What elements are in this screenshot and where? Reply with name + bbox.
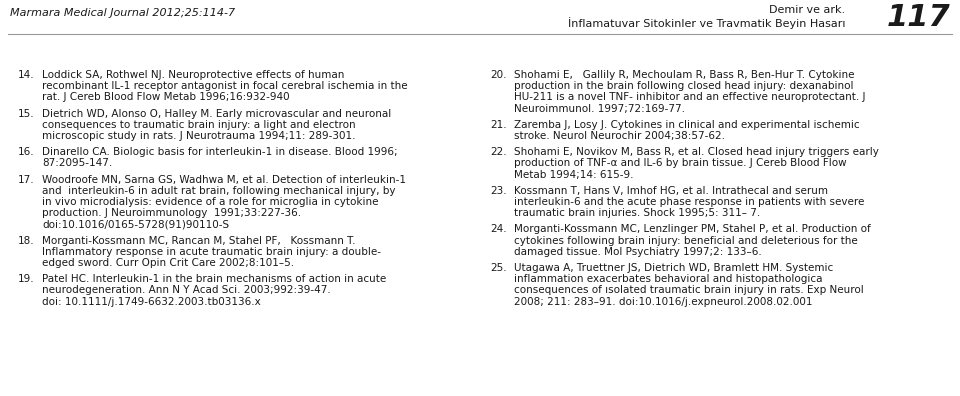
Text: traumatic brain injuries. Shock 1995;5: 311– 7.: traumatic brain injuries. Shock 1995;5: … bbox=[514, 208, 760, 218]
Text: 18.: 18. bbox=[18, 236, 35, 246]
Text: Marmara Medical Journal 2012;25:114-7: Marmara Medical Journal 2012;25:114-7 bbox=[10, 8, 235, 18]
Text: production. J Neuroimmunology  1991;33:227-36.: production. J Neuroimmunology 1991;33:22… bbox=[42, 208, 301, 218]
Text: cytokines following brain injury: beneficial and deleterious for the: cytokines following brain injury: benefi… bbox=[514, 236, 857, 246]
Text: 20.: 20. bbox=[490, 70, 507, 80]
Text: 19.: 19. bbox=[18, 274, 35, 284]
Text: production in the brain following closed head injury: dexanabinol: production in the brain following closed… bbox=[514, 81, 853, 91]
Text: 16.: 16. bbox=[18, 147, 35, 157]
Text: Neuroimmunol. 1997;72:169-77.: Neuroimmunol. 1997;72:169-77. bbox=[514, 104, 685, 114]
Text: Patel HC. Interleukin-1 in the brain mechanisms of action in acute: Patel HC. Interleukin-1 in the brain mec… bbox=[42, 274, 386, 284]
Text: Demir ve ark.: Demir ve ark. bbox=[769, 5, 845, 15]
Text: consequences of ısolated traumatic brain injury in rats. Exp Neurol: consequences of ısolated traumatic brain… bbox=[514, 286, 864, 295]
Text: Inflammatory response in acute traumatic brain injury: a double-: Inflammatory response in acute traumatic… bbox=[42, 247, 381, 257]
Text: 2008; 211: 283–91. doi:10.1016/j.expneurol.2008.02.001: 2008; 211: 283–91. doi:10.1016/j.expneur… bbox=[514, 297, 812, 307]
Text: consequences to traumatic brain injury: a light and electron: consequences to traumatic brain injury: … bbox=[42, 120, 355, 130]
Text: 15.: 15. bbox=[18, 109, 35, 118]
Text: Loddick SA, Rothwel NJ. Neuroprotective effects of human: Loddick SA, Rothwel NJ. Neuroprotective … bbox=[42, 70, 345, 80]
Text: Morganti-Kossmann MC, Rancan M, Stahel PF,   Kossmann T.: Morganti-Kossmann MC, Rancan M, Stahel P… bbox=[42, 236, 355, 246]
Text: inflammation exacerbates behavioral and histopathologica: inflammation exacerbates behavioral and … bbox=[514, 274, 823, 284]
Text: 23.: 23. bbox=[490, 186, 507, 196]
Text: Zaremba J, Losy J. Cytokines in clinical and experimental ischemic: Zaremba J, Losy J. Cytokines in clinical… bbox=[514, 120, 859, 130]
Text: 25.: 25. bbox=[490, 263, 507, 273]
Text: doi:10.1016/0165-5728(91)90110-S: doi:10.1016/0165-5728(91)90110-S bbox=[42, 219, 229, 229]
Text: in vivo microdialysis: evidence of a role for microglia in cytokine: in vivo microdialysis: evidence of a rol… bbox=[42, 197, 378, 207]
Text: HU-211 is a novel TNF- inhibitor and an effective neuroprotectant. J: HU-211 is a novel TNF- inhibitor and an … bbox=[514, 92, 866, 103]
Text: neurodegeneration. Ann N Y Acad Sci. 2003;992:39-47.: neurodegeneration. Ann N Y Acad Sci. 200… bbox=[42, 286, 331, 295]
Text: Metab 1994;14: 615-9.: Metab 1994;14: 615-9. bbox=[514, 169, 634, 180]
Text: 21.: 21. bbox=[490, 120, 507, 130]
Text: 87:2095-147.: 87:2095-147. bbox=[42, 158, 112, 168]
Text: 24.: 24. bbox=[490, 225, 507, 234]
Text: damaged tissue. Mol Psychiatry 1997;2: 133–6.: damaged tissue. Mol Psychiatry 1997;2: 1… bbox=[514, 247, 761, 257]
Text: doi: 10.1111/j.1749-6632.2003.tb03136.x: doi: 10.1111/j.1749-6632.2003.tb03136.x bbox=[42, 297, 261, 307]
Text: Woodroofe MN, Sarna GS, Wadhwa M, et al. Detection of interleukin-1: Woodroofe MN, Sarna GS, Wadhwa M, et al.… bbox=[42, 175, 406, 185]
Text: Morganti-Kossmann MC, Lenzlinger PM, Stahel P, et al. Production of: Morganti-Kossmann MC, Lenzlinger PM, Sta… bbox=[514, 225, 871, 234]
Text: Utagawa A, Truettner JS, Dietrich WD, Bramlett HM. Systemic: Utagawa A, Truettner JS, Dietrich WD, Br… bbox=[514, 263, 833, 273]
Text: and  interleukin-6 in adult rat brain, following mechanical injury, by: and interleukin-6 in adult rat brain, fo… bbox=[42, 186, 396, 196]
Text: İnflamatuvar Sitokinler ve Travmatik Beyin Hasarı: İnflamatuvar Sitokinler ve Travmatik Bey… bbox=[567, 17, 845, 29]
Text: rat. J Cereb Blood Flow Metab 1996;16:932-940: rat. J Cereb Blood Flow Metab 1996;16:93… bbox=[42, 92, 290, 103]
Text: recombinant IL-1 receptor antagonist in focal cerebral ischemia in the: recombinant IL-1 receptor antagonist in … bbox=[42, 81, 408, 91]
Text: microscopic study in rats. J Neurotrauma 1994;11: 289-301.: microscopic study in rats. J Neurotrauma… bbox=[42, 131, 355, 141]
Text: 14.: 14. bbox=[18, 70, 35, 80]
Text: Dietrich WD, Alonso O, Halley M. Early microvascular and neuronal: Dietrich WD, Alonso O, Halley M. Early m… bbox=[42, 109, 392, 118]
Text: interleukin-6 and the acute phase response in patients with severe: interleukin-6 and the acute phase respon… bbox=[514, 197, 864, 207]
Text: edged sword. Curr Opin Crit Care 2002;8:101–5.: edged sword. Curr Opin Crit Care 2002;8:… bbox=[42, 258, 294, 268]
Text: stroke. Neurol Neurochir 2004;38:57-62.: stroke. Neurol Neurochir 2004;38:57-62. bbox=[514, 131, 725, 141]
Text: Dinarello CA. Biologic basis for interleukin-1 in disease. Blood 1996;: Dinarello CA. Biologic basis for interle… bbox=[42, 147, 397, 157]
Text: Shohami E,   Gallily R, Mechoulam R, Bass R, Ben-Hur T. Cytokine: Shohami E, Gallily R, Mechoulam R, Bass … bbox=[514, 70, 854, 80]
Text: 17.: 17. bbox=[18, 175, 35, 185]
Text: 117: 117 bbox=[886, 3, 950, 32]
Text: production of TNF-α and IL-6 by brain tissue. J Cereb Blood Flow: production of TNF-α and IL-6 by brain ti… bbox=[514, 158, 847, 168]
Text: Shohami E, Novikov M, Bass R, et al. Closed head injury triggers early: Shohami E, Novikov M, Bass R, et al. Clo… bbox=[514, 147, 878, 157]
Text: Kossmann T, Hans V, Imhof HG, et al. Intrathecal and serum: Kossmann T, Hans V, Imhof HG, et al. Int… bbox=[514, 186, 828, 196]
Text: 22.: 22. bbox=[490, 147, 507, 157]
